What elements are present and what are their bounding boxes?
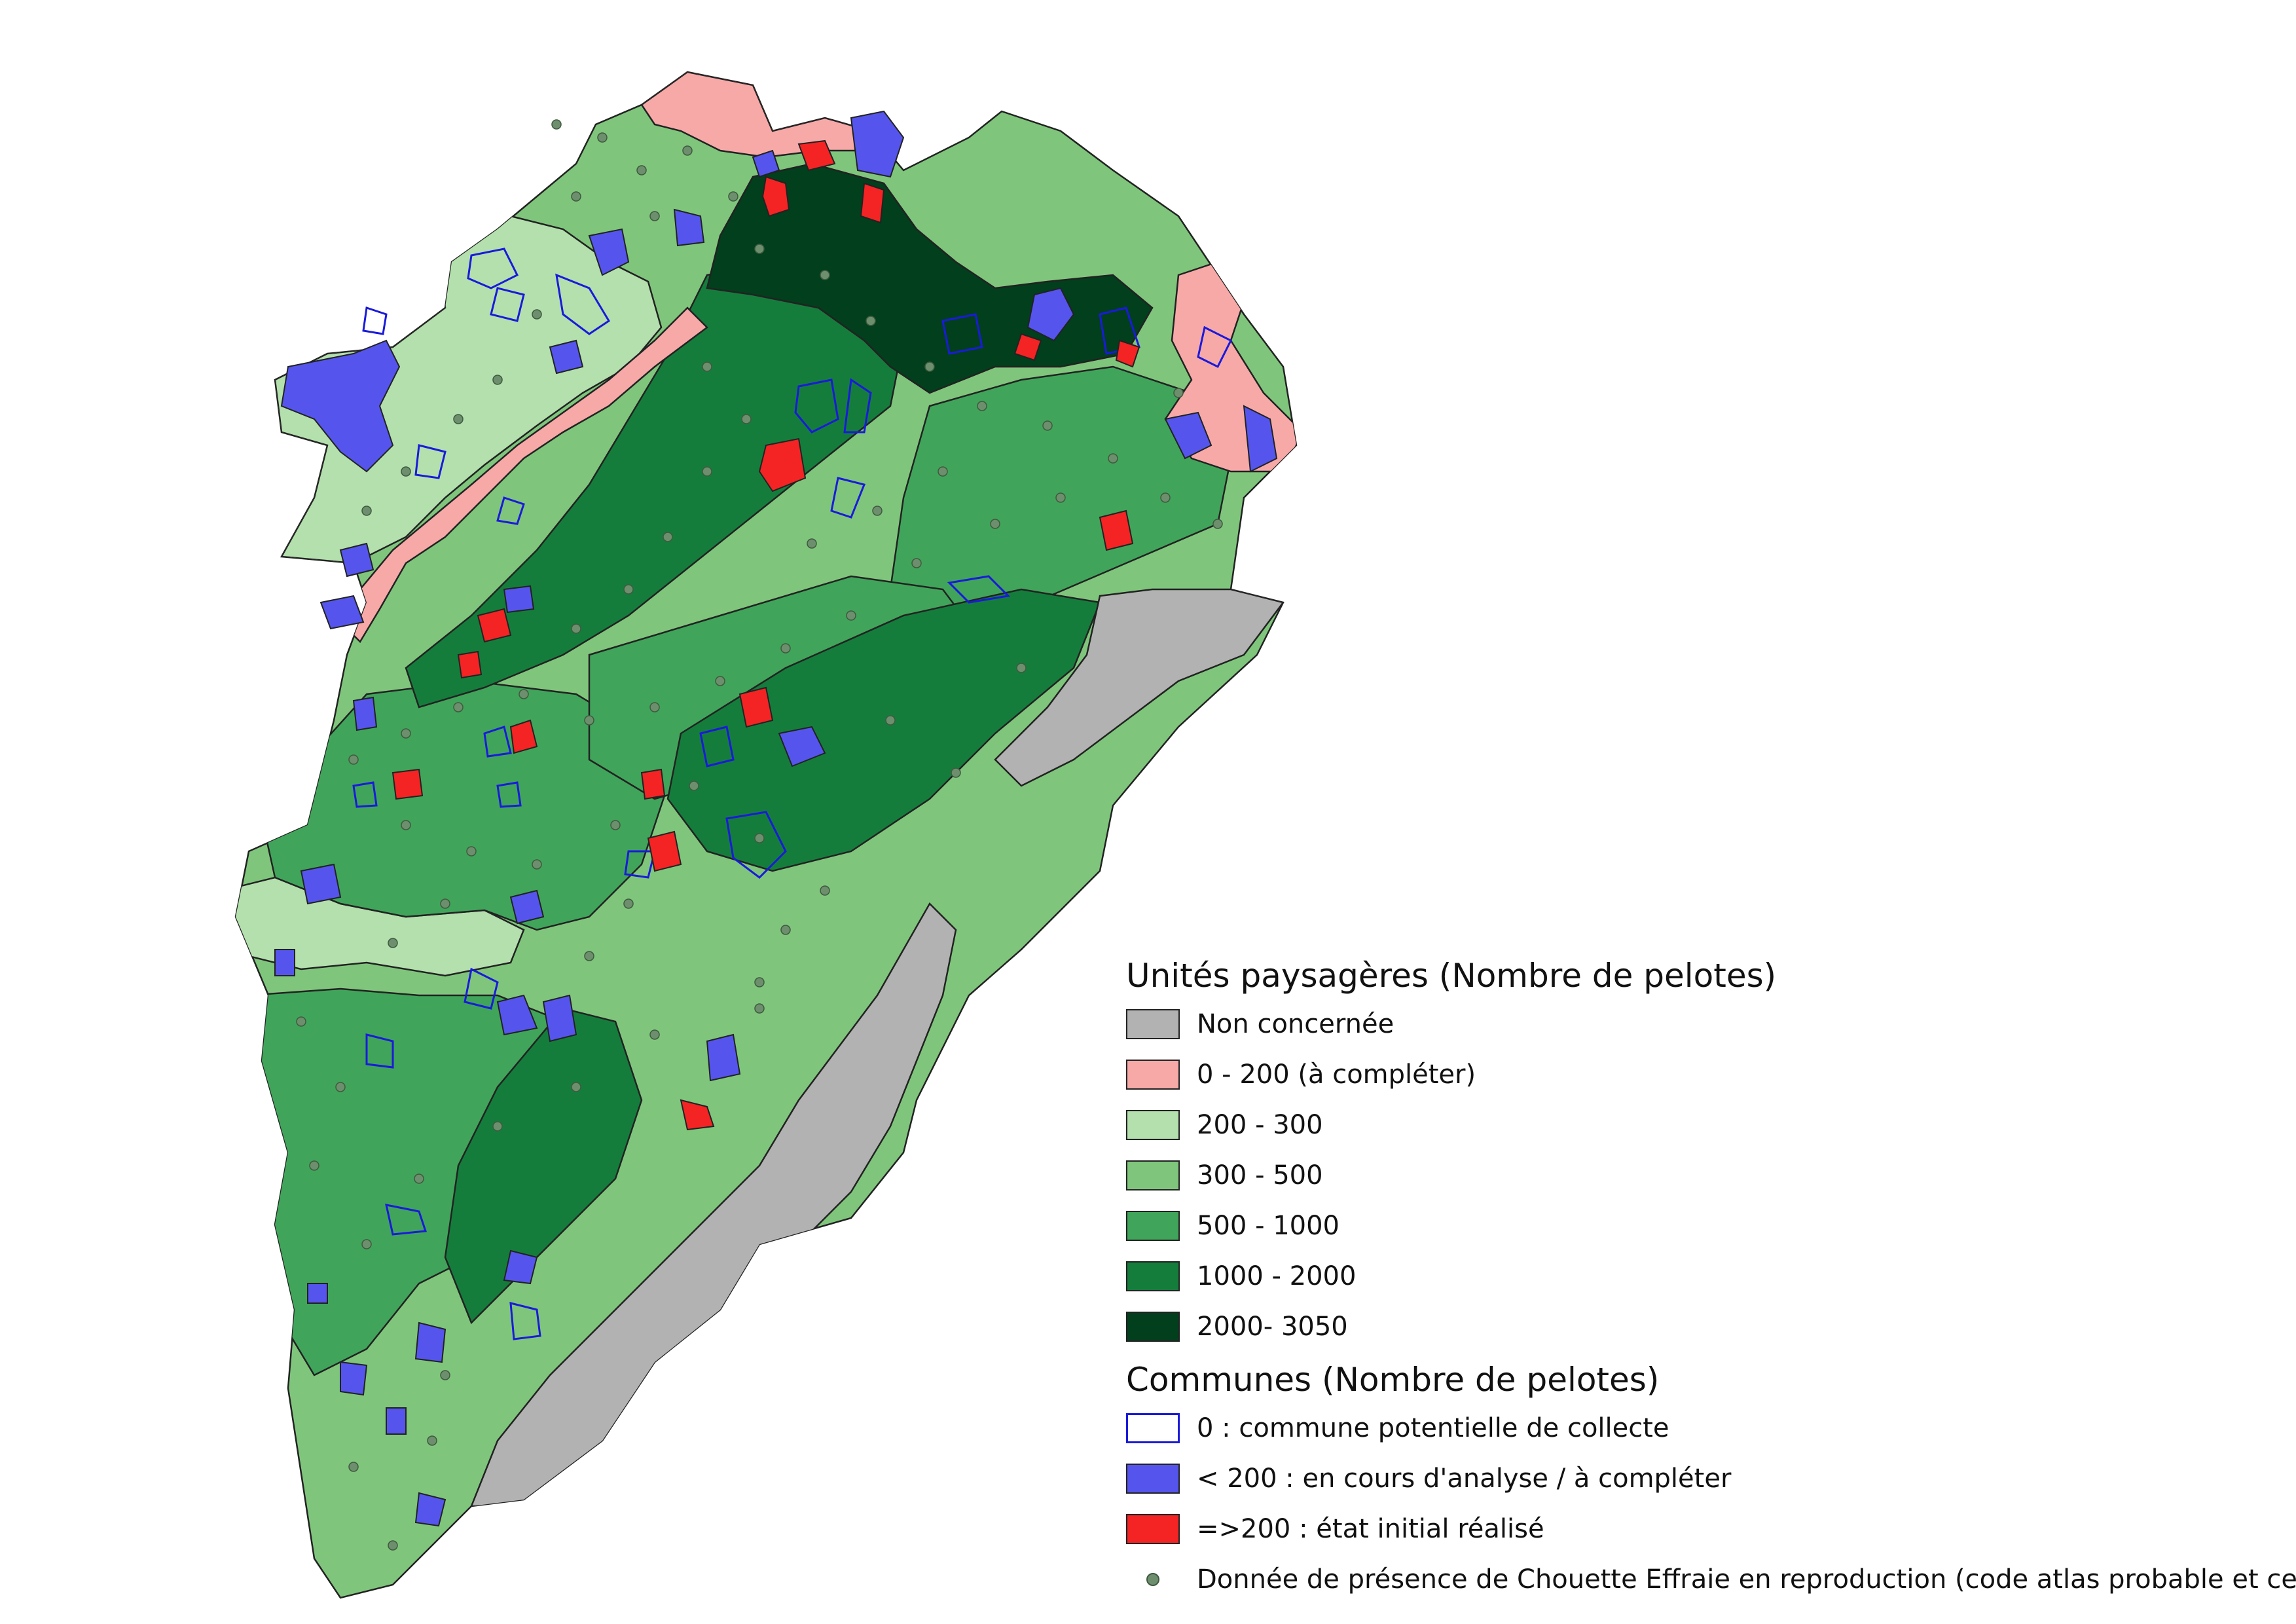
legend-title-unites: Unités paysagères (Nombre de pelotes) xyxy=(1126,957,1777,995)
legend-item-commune-realise: =>200 : état initial réalisé xyxy=(1126,1512,2278,1546)
legend-swatch xyxy=(1126,1464,1180,1494)
landscape-unit-0-200-strip xyxy=(346,306,708,644)
legend-item-500-1000: 500 - 1000 xyxy=(1126,1209,2278,1243)
landscape-units xyxy=(234,71,1298,1599)
legend-swatch xyxy=(1126,1060,1180,1090)
landscape-unit-2000-3050 xyxy=(706,162,1154,394)
legend-label: =>200 : état initial réalisé xyxy=(1197,1514,1544,1544)
legend-item-1000-2000: 1000 - 2000 xyxy=(1126,1259,2278,1293)
legend-label: 200 - 300 xyxy=(1197,1110,1323,1140)
legend-item-non-concernee: Non concernée xyxy=(1126,1007,2278,1041)
legend-item-300-500: 300 - 500 xyxy=(1126,1158,2278,1192)
legend-item-200-300: 200 - 300 xyxy=(1126,1108,2278,1142)
legend-item-commune-en-cours: < 200 : en cours d'analyse / à compléter xyxy=(1126,1462,2278,1496)
legend-swatch xyxy=(1126,1160,1180,1190)
legend-swatch xyxy=(1126,1514,1180,1544)
legend-label: 500 - 1000 xyxy=(1197,1211,1340,1241)
legend-label: 1000 - 2000 xyxy=(1197,1261,1357,1291)
legend-swatch xyxy=(1126,1413,1180,1443)
map-legend: Unités paysagères (Nombre de pelotes) No… xyxy=(1126,956,2296,1613)
presence-dots xyxy=(296,119,1223,1551)
presence-dot-icon xyxy=(1146,1573,1159,1586)
legend-swatch xyxy=(1126,1211,1180,1241)
legend-label: Non concernée xyxy=(1197,1009,1394,1039)
legend-title-communes: Communes (Nombre de pelotes) xyxy=(1126,1361,1660,1399)
communes-realise xyxy=(392,139,1140,1131)
legend-swatch xyxy=(1126,1564,1180,1595)
legend-label: < 200 : en cours d'analyse / à compléter xyxy=(1197,1464,1732,1494)
legend-swatch xyxy=(1126,1261,1180,1291)
landscape-unit-1000-2000-mid xyxy=(666,588,1101,872)
legend-item-presence: Donnée de présence de Chouette Effraie e… xyxy=(1126,1562,2296,1596)
legend-label: 0 : commune potentielle de collecte xyxy=(1197,1413,1669,1443)
legend-label: 0 - 200 (à compléter) xyxy=(1197,1060,1476,1090)
legend-item-0-200: 0 - 200 (à compléter) xyxy=(1126,1058,2278,1092)
legend-swatch xyxy=(1126,1009,1180,1039)
communes-potentielles xyxy=(352,248,1233,1340)
landscape-unit-non-concernee xyxy=(994,588,1285,787)
legend-label: 2000- 3050 xyxy=(1197,1312,1348,1342)
landscape-unit-1000-2000-south xyxy=(444,1007,643,1325)
legend-item-commune-potentielle: 0 : commune potentielle de collecte xyxy=(1126,1411,2278,1445)
communes-en-cours xyxy=(274,110,1278,1527)
legend-swatch xyxy=(1126,1312,1180,1342)
legend-item-2000-3050: 2000- 3050 xyxy=(1126,1310,2278,1344)
legend-swatch xyxy=(1126,1110,1180,1140)
legend-label: Donnée de présence de Chouette Effraie e… xyxy=(1197,1564,2296,1595)
legend-label: 300 - 500 xyxy=(1197,1160,1323,1190)
